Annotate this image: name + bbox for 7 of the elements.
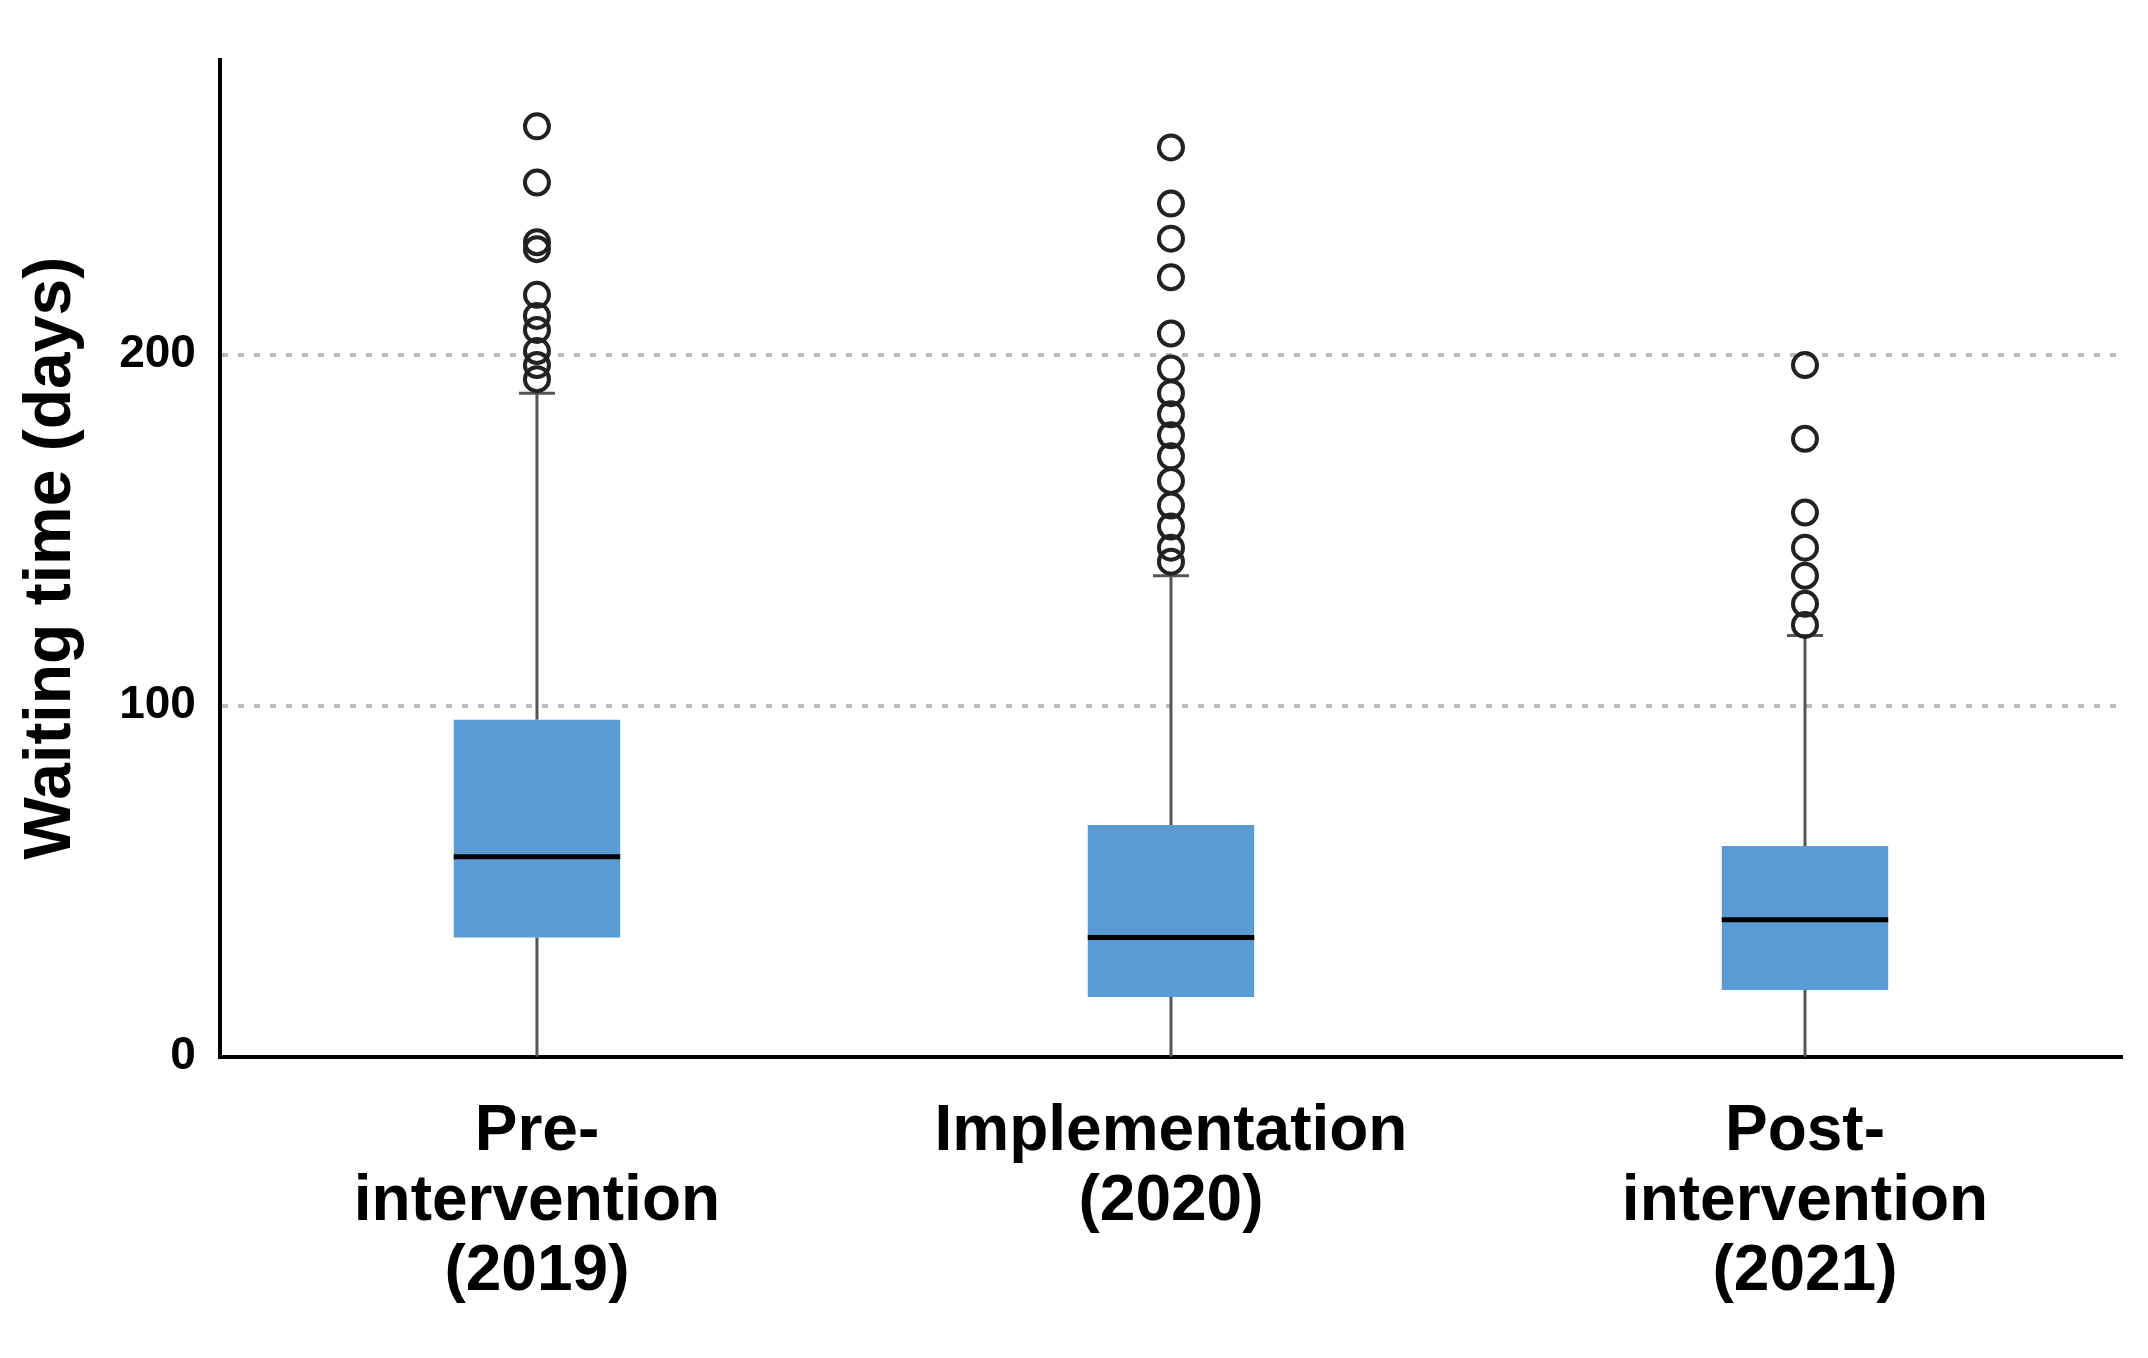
y-tick-label: 200 bbox=[119, 325, 196, 378]
y-tick-label: 0 bbox=[170, 1027, 196, 1080]
x-tick-label: Implementation (2020) bbox=[934, 1091, 1408, 1235]
x-tick-label: Post-intervention (2021) bbox=[1621, 1091, 1989, 1305]
x-tick-label: Pre-intervention (2019) bbox=[353, 1091, 721, 1305]
y-axis-title: Waiting time (days) bbox=[9, 256, 84, 860]
y-tick-label: 100 bbox=[119, 676, 196, 729]
